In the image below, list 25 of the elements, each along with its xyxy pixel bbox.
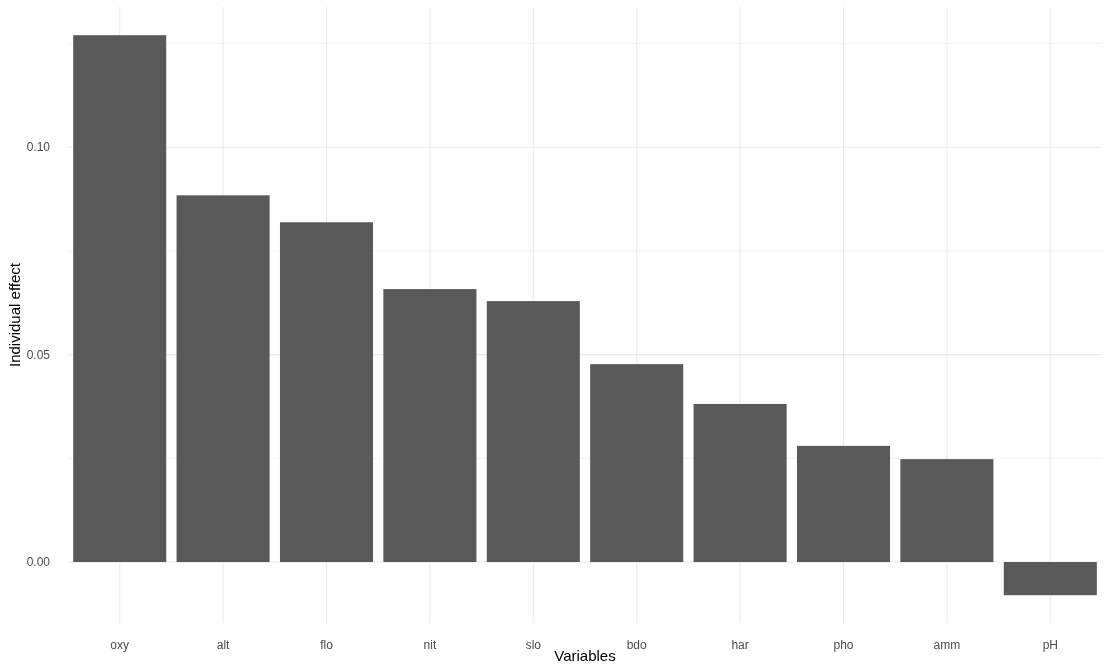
y-tick-label: 0.05 — [26, 347, 51, 362]
bar — [590, 364, 684, 563]
x-axis-title: Variables — [554, 647, 616, 664]
bar — [73, 35, 167, 563]
bar — [486, 301, 580, 563]
x-tick-label: oxy — [110, 638, 130, 652]
x-tick-label: pH — [1042, 638, 1058, 652]
bar — [796, 445, 891, 563]
bar — [279, 222, 374, 563]
x-tick-label: flo — [320, 638, 334, 652]
x-tick-label: alt — [216, 638, 231, 652]
bar — [1003, 562, 1097, 596]
y-axis-title: Individual effect — [6, 262, 23, 367]
bar — [900, 459, 994, 563]
x-tick-label: har — [731, 638, 749, 652]
y-tick-label: 0.10 — [26, 140, 51, 155]
bar — [383, 289, 477, 563]
x-tick-label: nit — [423, 638, 437, 652]
bar — [693, 403, 787, 563]
x-tick-label: bdo — [626, 638, 648, 652]
x-tick-label: slo — [525, 638, 542, 652]
x-tick-label: amm — [933, 638, 961, 652]
x-tick-label: pho — [833, 638, 854, 652]
bar — [176, 195, 270, 563]
y-tick-label: 0.00 — [26, 555, 51, 570]
